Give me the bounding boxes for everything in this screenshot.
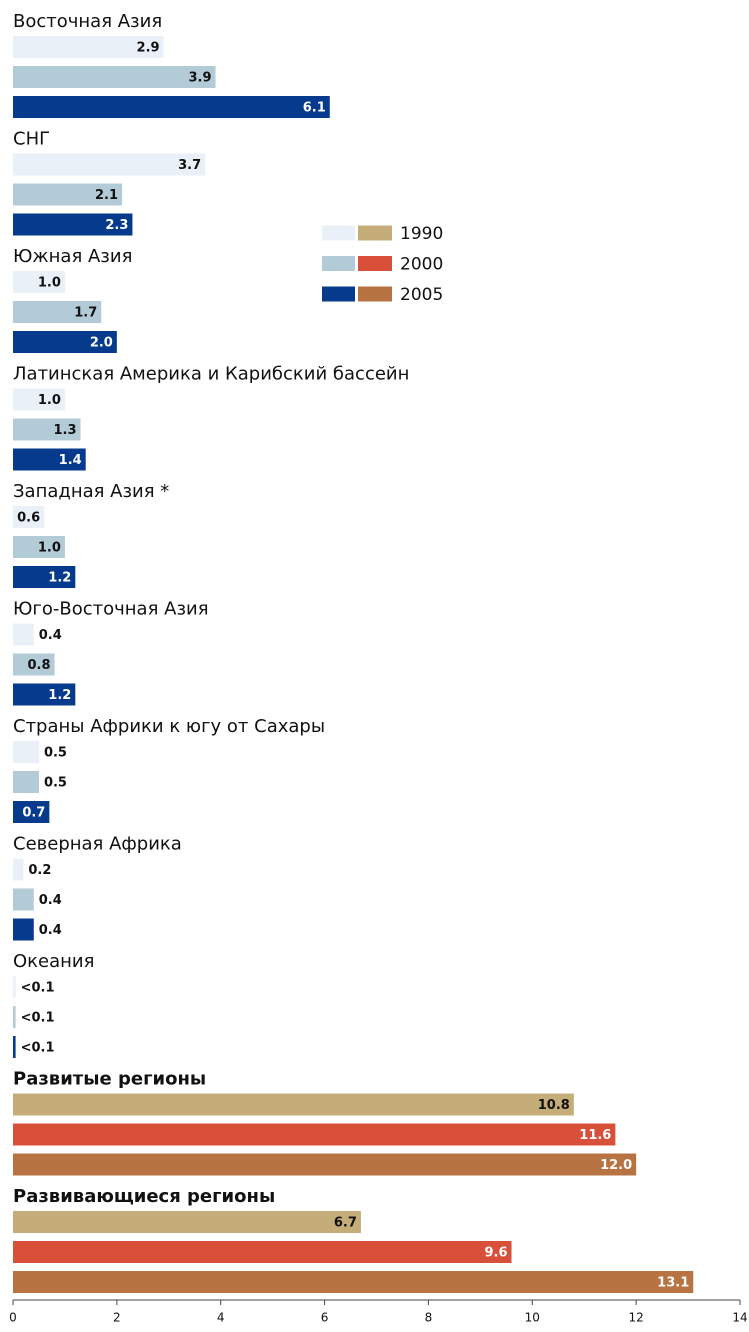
bar	[13, 1241, 512, 1263]
value-label: 1.2	[48, 571, 71, 586]
x-tick-label: 8	[425, 1311, 433, 1325]
bar	[13, 506, 45, 528]
bar	[13, 566, 76, 588]
bar	[13, 388, 65, 411]
value-label: 1.4	[59, 453, 82, 468]
bar	[13, 771, 39, 793]
value-label: 10.8	[538, 1098, 570, 1113]
bar	[13, 66, 216, 88]
value-label: 3.7	[178, 158, 201, 173]
value-label: 12.0	[600, 1158, 632, 1173]
bar	[13, 448, 86, 471]
value-label: 0.4	[39, 893, 62, 908]
value-label: <0.1	[21, 981, 55, 996]
bar	[13, 888, 34, 911]
bar	[13, 36, 164, 58]
bar	[13, 1123, 616, 1146]
bar	[13, 331, 117, 353]
category-label: Океания	[13, 951, 94, 972]
value-label: 1.0	[38, 276, 61, 291]
category-label: Страны Африки к югу от Сахары	[13, 716, 325, 737]
value-label: 0.8	[28, 658, 51, 673]
bar	[13, 183, 123, 206]
value-label: 1.3	[53, 423, 76, 438]
value-label: 0.6	[17, 511, 40, 526]
value-label: 0.2	[28, 863, 51, 878]
bar	[13, 213, 133, 236]
bar	[13, 1093, 574, 1116]
x-tick-label: 2	[113, 1311, 121, 1325]
legend-swatch	[322, 225, 355, 241]
bar	[13, 271, 65, 293]
value-label: <0.1	[21, 1041, 55, 1056]
bar	[13, 801, 50, 823]
category-label: Южная Азия	[13, 246, 132, 267]
legend-label: 2000	[400, 255, 443, 275]
bar	[13, 1211, 361, 1233]
x-tick-label: 14	[732, 1311, 747, 1325]
value-label: 3.9	[188, 71, 211, 86]
category-label: Восточная Азия	[13, 11, 162, 32]
value-label: 9.6	[484, 1246, 507, 1261]
bar	[13, 683, 76, 706]
category-label: Латинская Америка и Карибский бассейн	[13, 364, 409, 385]
value-label: 2.9	[137, 41, 160, 56]
category-label: Западная Азия *	[13, 481, 169, 502]
bar	[13, 301, 102, 323]
value-label: 0.4	[39, 923, 62, 938]
legend-swatch	[358, 256, 392, 271]
legend-label: 2005	[400, 285, 443, 305]
category-label: СНГ	[13, 129, 50, 150]
value-label: 0.7	[22, 806, 45, 821]
value-label: 1.0	[38, 393, 61, 408]
bar	[13, 858, 24, 881]
value-label: 2.0	[90, 336, 113, 351]
legend-label: 1990	[400, 224, 443, 244]
value-label: 13.1	[657, 1276, 689, 1291]
bar	[13, 976, 16, 998]
bar	[13, 1036, 16, 1058]
bar	[13, 153, 206, 176]
legend-swatch	[358, 286, 392, 302]
legend-swatch	[322, 286, 355, 302]
value-label: 6.7	[334, 1216, 357, 1231]
bar	[13, 1006, 16, 1028]
value-label: 11.6	[579, 1128, 611, 1143]
x-tick-label: 0	[9, 1311, 17, 1325]
value-label: 6.1	[303, 101, 326, 116]
value-label: 2.1	[95, 188, 118, 203]
value-label: 2.3	[105, 218, 128, 233]
value-label: 1.7	[74, 306, 97, 321]
bar	[13, 1153, 637, 1176]
x-tick-label: 10	[525, 1311, 540, 1325]
bar	[13, 418, 81, 441]
value-label: 1.2	[48, 688, 71, 703]
category-label: Юго-Восточная Азия	[13, 599, 209, 620]
category-label: Северная Африка	[13, 834, 182, 855]
legend-swatch	[322, 256, 355, 271]
category-label: Развивающиеся регионы	[13, 1186, 275, 1207]
bar	[13, 741, 39, 763]
x-tick-label: 4	[217, 1311, 225, 1325]
bar	[13, 918, 34, 941]
bar	[13, 623, 34, 646]
bar	[13, 536, 65, 558]
bar	[13, 1271, 694, 1293]
value-label: 1.0	[38, 541, 61, 556]
x-tick-label: 6	[321, 1311, 329, 1325]
bar	[13, 653, 55, 676]
value-label: 0.5	[44, 776, 67, 791]
value-label: 0.5	[44, 746, 67, 761]
value-label: 0.4	[39, 628, 62, 643]
legend-swatch	[358, 225, 392, 241]
x-tick-label: 12	[629, 1311, 644, 1325]
bar	[13, 96, 330, 118]
category-label: Развитые регионы	[13, 1069, 206, 1090]
value-label: <0.1	[21, 1011, 55, 1026]
